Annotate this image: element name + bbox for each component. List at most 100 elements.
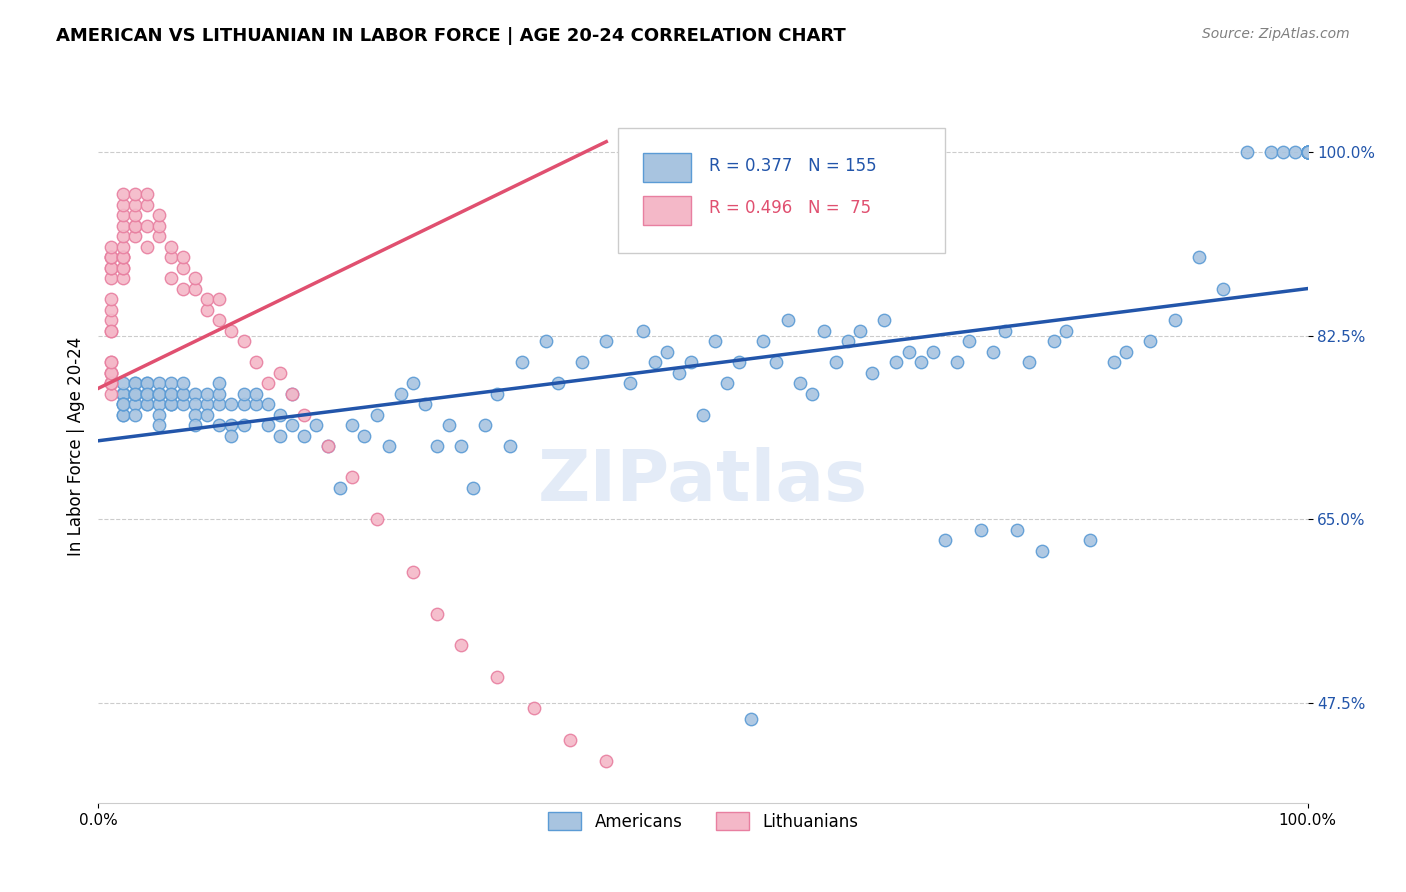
Point [184,282,207,296]
Point [124,386,146,401]
Point [256,417,278,432]
Point [100,271,122,285]
Point [111,239,134,253]
Point [111,260,134,275]
Point [111,250,134,264]
Point [1296,145,1319,160]
Point [1296,145,1319,160]
Point [740,712,762,726]
Point [100,302,122,317]
Point [208,313,231,327]
Point [100,366,122,380]
Point [897,344,920,359]
Point [269,428,291,442]
Point [668,366,690,380]
Point [486,386,509,401]
Point [111,397,134,411]
Point [100,250,122,264]
Point [245,397,267,411]
Point [111,386,134,401]
Point [124,376,146,390]
Point [413,397,436,411]
Text: Source: ZipAtlas.com: Source: ZipAtlas.com [1202,27,1350,41]
Point [111,386,134,401]
Point [644,355,666,369]
Point [292,428,315,442]
Point [148,408,170,422]
Point [1031,544,1053,558]
Point [366,408,388,422]
Point [463,481,485,495]
Point [426,607,449,621]
Text: AMERICAN VS LITHUANIAN IN LABOR FORCE | AGE 20-24 CORRELATION CHART: AMERICAN VS LITHUANIAN IN LABOR FORCE | … [56,27,846,45]
Point [100,292,122,306]
Point [789,376,811,390]
Point [1296,145,1319,160]
Point [970,523,993,537]
Point [160,271,183,285]
Point [510,355,533,369]
Point [1139,334,1161,348]
Text: ZIPatlas: ZIPatlas [538,447,868,516]
Point [184,408,207,422]
Point [148,219,170,233]
Point [160,386,183,401]
Point [245,355,267,369]
Point [631,324,654,338]
Point [124,219,146,233]
Point [148,397,170,411]
Point [837,334,859,348]
Point [100,376,122,390]
Point [1007,523,1029,537]
Point [1296,145,1319,160]
Point [111,250,134,264]
Point [100,313,122,327]
Point [135,376,157,390]
Point [111,260,134,275]
Point [994,324,1017,338]
FancyBboxPatch shape [619,128,945,253]
Point [195,292,218,306]
Point [1296,145,1319,160]
Point [148,386,170,401]
Point [305,417,328,432]
Point [135,197,157,211]
Point [1296,145,1319,160]
Point [523,701,546,715]
Point [281,386,304,401]
Point [558,732,581,747]
Point [389,386,412,401]
Point [1296,145,1319,160]
Point [111,376,134,390]
Point [184,271,207,285]
Point [256,376,278,390]
Point [450,439,472,453]
FancyBboxPatch shape [643,196,690,225]
Point [498,439,520,453]
Point [111,397,134,411]
Point [100,260,122,275]
FancyBboxPatch shape [643,153,690,182]
Point [160,239,183,253]
Point [1296,145,1319,160]
Point [619,376,641,390]
Point [813,324,835,338]
Point [111,250,134,264]
Point [135,376,157,390]
Point [849,324,872,338]
Point [1163,313,1185,327]
Point [342,417,364,432]
Point [1296,145,1319,160]
Point [1296,145,1319,160]
Point [1212,282,1234,296]
Point [172,376,194,390]
Point [172,250,194,264]
Point [595,754,617,768]
Point [100,250,122,264]
Point [100,376,122,390]
Point [124,208,146,222]
Point [160,250,183,264]
Point [873,313,896,327]
Point [728,355,751,369]
Point [1115,344,1137,359]
